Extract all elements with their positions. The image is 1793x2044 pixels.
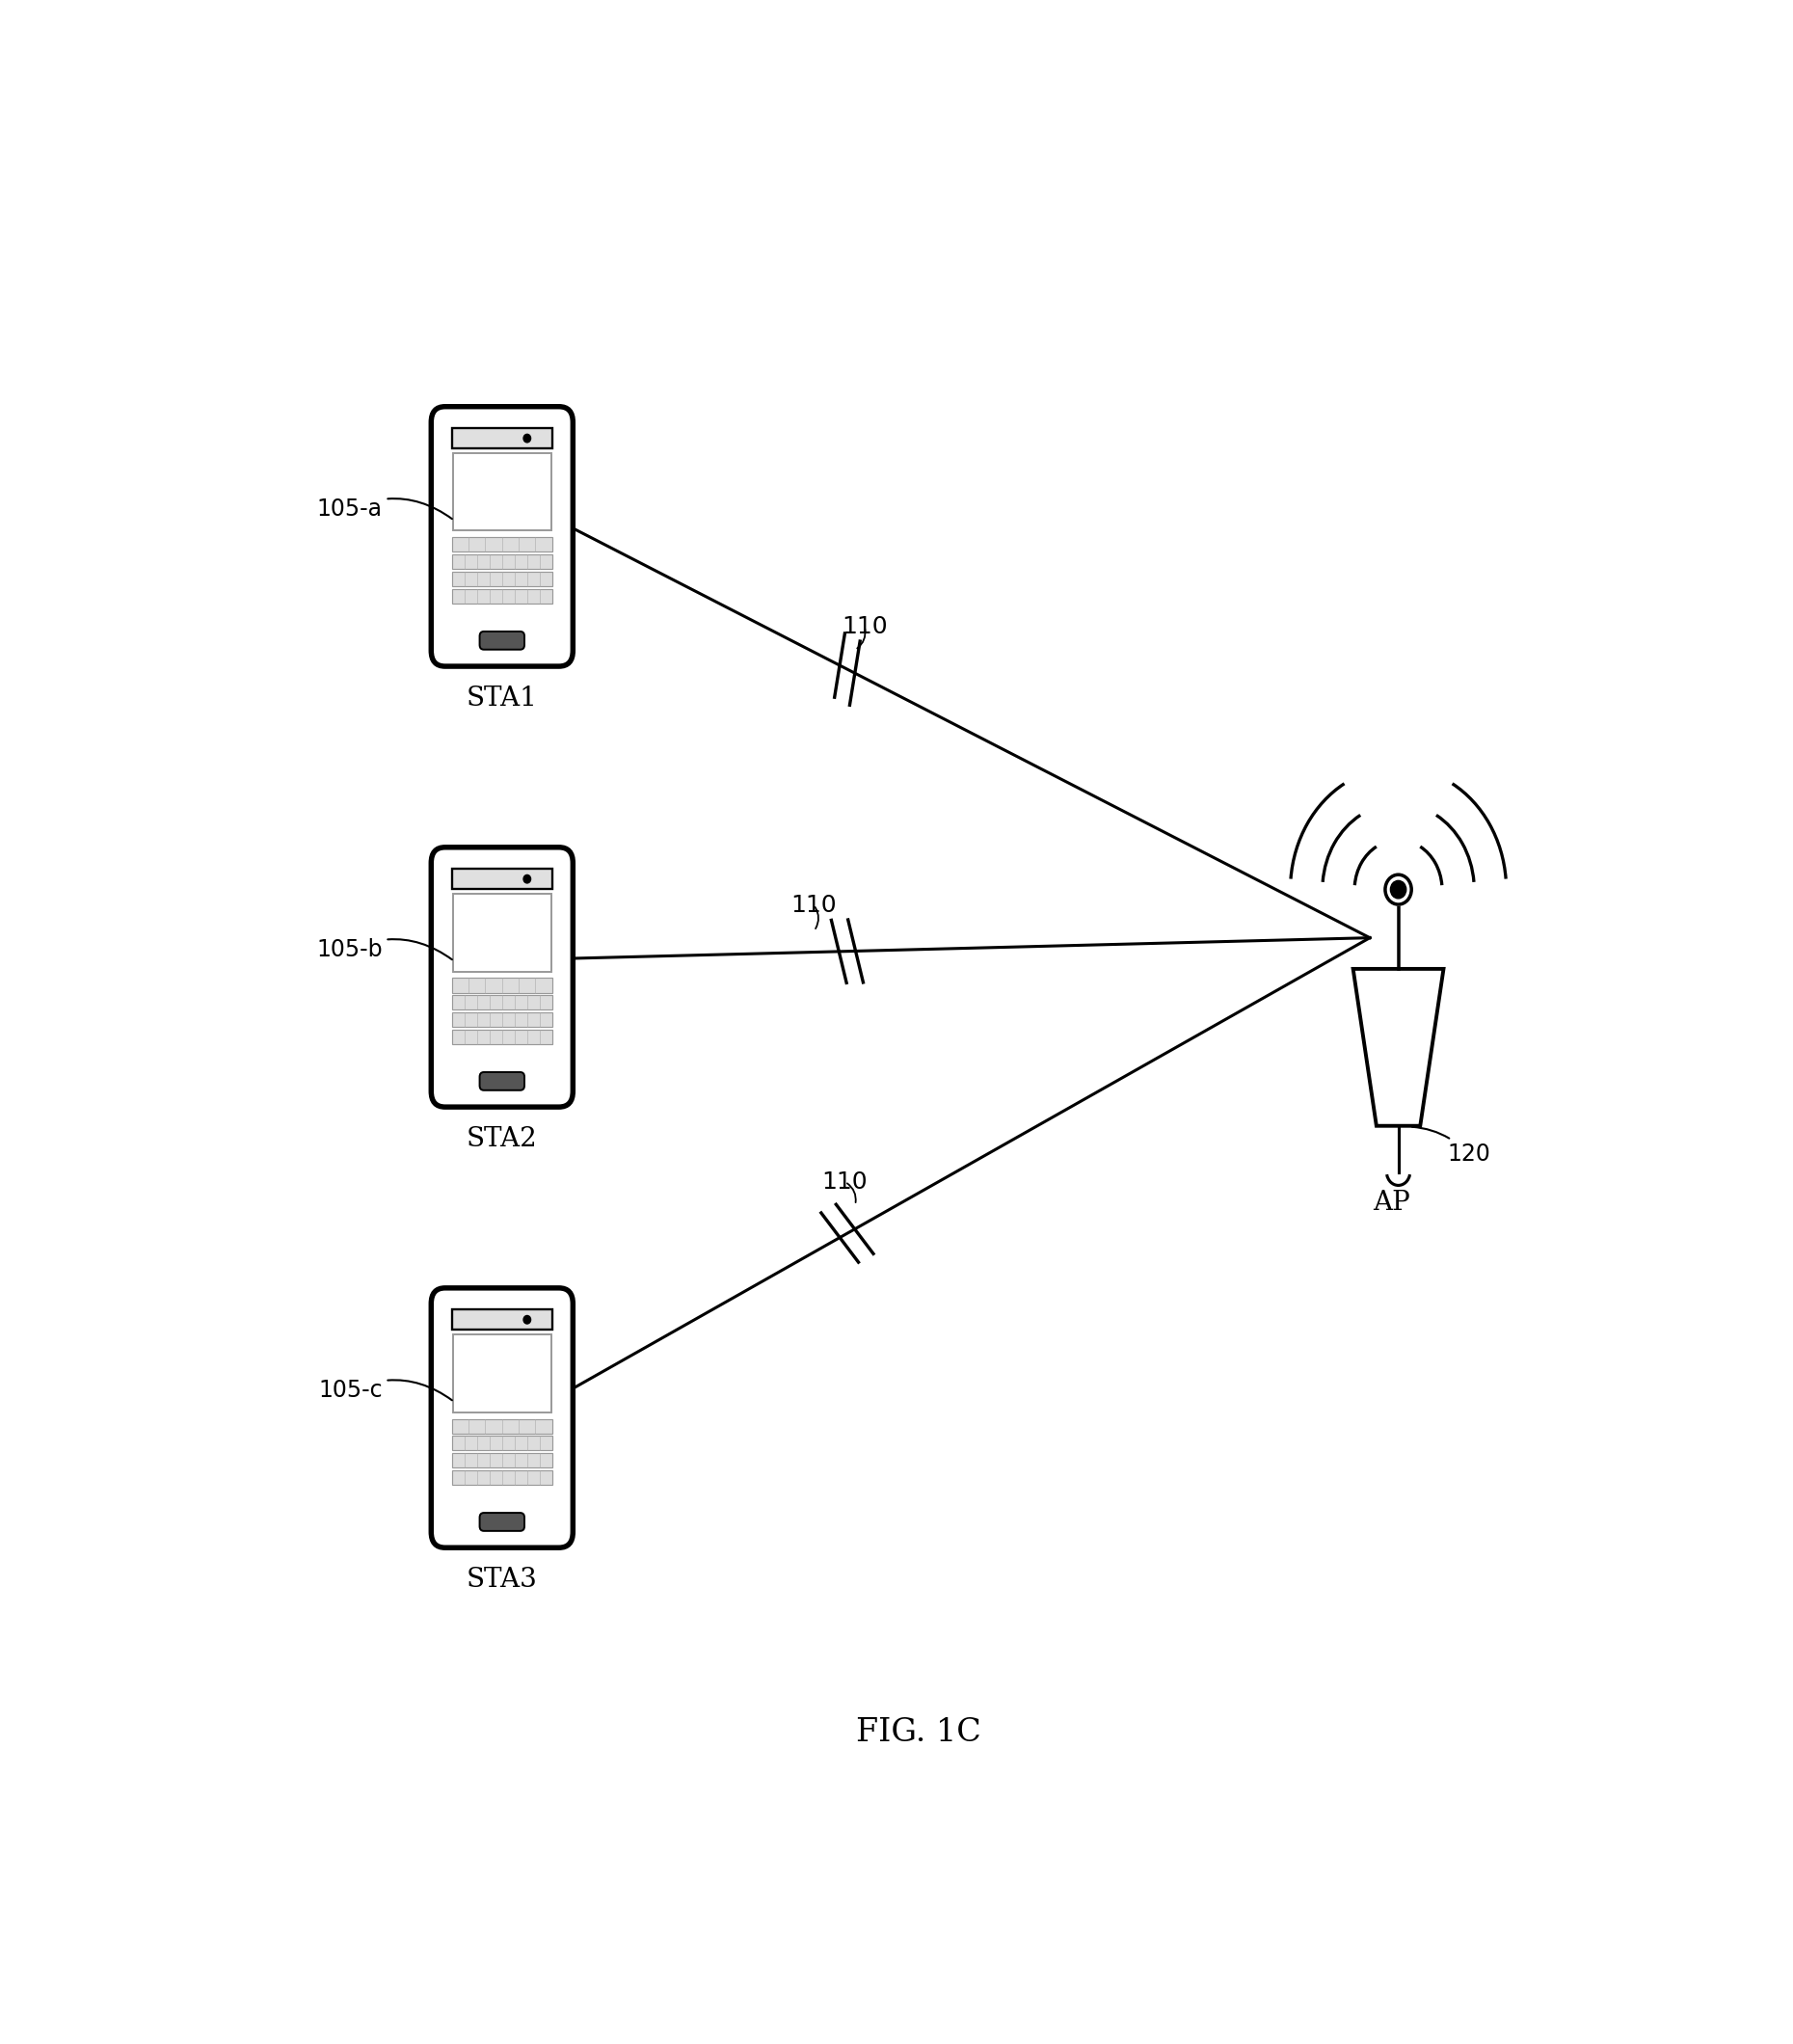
Bar	[452, 589, 552, 603]
FancyBboxPatch shape	[481, 1073, 524, 1089]
Bar	[454, 893, 550, 971]
Bar	[452, 1030, 552, 1044]
Bar	[452, 554, 552, 568]
Circle shape	[524, 1316, 531, 1325]
Bar	[452, 1310, 552, 1331]
Text: 110: 110	[791, 893, 837, 916]
Text: FIG. 1C: FIG. 1C	[857, 1717, 981, 1748]
Bar	[452, 1470, 552, 1484]
Bar	[452, 1419, 552, 1433]
Text: STA1: STA1	[466, 685, 538, 711]
Text: 105-a: 105-a	[317, 497, 452, 521]
Text: 120: 120	[1413, 1126, 1490, 1165]
Text: 110: 110	[821, 1171, 868, 1194]
FancyBboxPatch shape	[481, 1513, 524, 1531]
Circle shape	[524, 875, 531, 883]
Bar	[454, 1335, 550, 1412]
Bar	[452, 979, 552, 993]
Bar	[452, 427, 552, 448]
Circle shape	[1390, 881, 1406, 899]
Bar	[452, 995, 552, 1010]
Polygon shape	[1354, 969, 1443, 1126]
Bar	[452, 538, 552, 552]
FancyBboxPatch shape	[430, 848, 574, 1108]
Bar	[452, 1435, 552, 1451]
Text: STA2: STA2	[466, 1126, 538, 1153]
FancyBboxPatch shape	[430, 407, 574, 666]
Text: 105-b: 105-b	[316, 938, 452, 961]
Bar	[452, 1012, 552, 1026]
Circle shape	[524, 433, 531, 442]
Text: 110: 110	[841, 615, 888, 638]
Bar	[452, 572, 552, 587]
FancyBboxPatch shape	[430, 1288, 574, 1547]
Bar	[452, 1453, 552, 1468]
Text: AP: AP	[1373, 1190, 1409, 1216]
Bar	[452, 869, 552, 889]
FancyBboxPatch shape	[481, 632, 524, 650]
Circle shape	[1386, 875, 1411, 903]
Bar	[454, 454, 550, 531]
Text: 105-c: 105-c	[317, 1380, 452, 1402]
Text: STA3: STA3	[466, 1566, 538, 1592]
